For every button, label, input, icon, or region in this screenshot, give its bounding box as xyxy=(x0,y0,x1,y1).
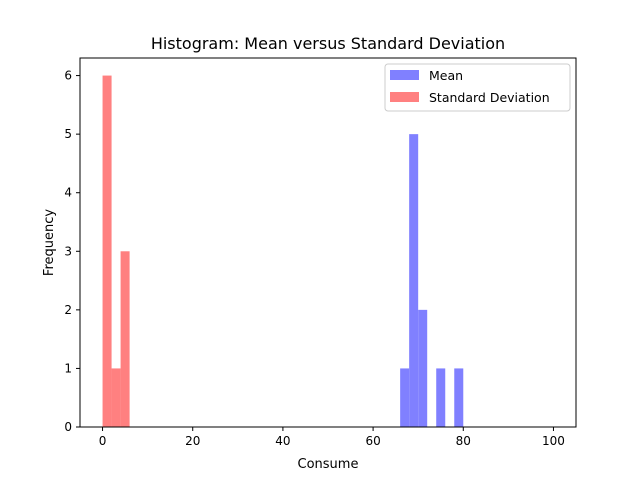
legend-swatch-mean xyxy=(390,70,419,80)
legend-swatch-standard-deviation xyxy=(390,92,419,102)
x-tick-label-40: 40 xyxy=(275,434,290,448)
bar-mean-0 xyxy=(400,368,410,427)
y-tick-label-1: 1 xyxy=(64,361,72,375)
x-tick-label-80: 80 xyxy=(456,434,471,448)
y-tick-label-3: 3 xyxy=(64,244,72,258)
bar-standard-deviation-2 xyxy=(120,251,130,427)
x-tick-label-100: 100 xyxy=(542,434,565,448)
legend-box xyxy=(384,63,571,112)
y-tick-label-2: 2 xyxy=(64,303,72,317)
y-tick-label-4: 4 xyxy=(64,186,72,200)
x-tick-label-60: 60 xyxy=(365,434,380,448)
bar-mean-3 xyxy=(436,368,446,427)
y-tick-label-6: 6 xyxy=(64,69,72,83)
legend-label-standard-deviation: Standard Deviation xyxy=(429,90,550,105)
series-mean xyxy=(400,134,464,427)
bar-standard-deviation-1 xyxy=(111,368,121,427)
x-axis-ticks: 0 20 40 60 80 100 xyxy=(99,427,565,448)
x-tick-label-20: 20 xyxy=(185,434,200,448)
bar-standard-deviation-0 xyxy=(102,75,112,427)
x-axis-label: Consume xyxy=(298,457,359,472)
x-tick-label-0: 0 xyxy=(99,434,107,448)
plot-frame xyxy=(79,57,577,428)
series-standard-deviation xyxy=(102,75,130,427)
legend-label-mean: Mean xyxy=(429,68,463,83)
y-axis-ticks: 0 1 2 3 4 5 6 xyxy=(64,69,80,434)
y-tick-label-0: 0 xyxy=(64,420,72,434)
bar-mean-2 xyxy=(418,309,428,427)
y-tick-label-5: 5 xyxy=(64,127,72,141)
bars-layer xyxy=(102,75,464,427)
y-axis-label: Frequency xyxy=(42,209,57,276)
bar-mean-1 xyxy=(409,134,419,427)
bar-mean-4 xyxy=(454,368,464,427)
legend: Mean Standard Deviation xyxy=(384,63,571,112)
chart-title: Histogram: Mean versus Standard Deviatio… xyxy=(151,34,505,53)
